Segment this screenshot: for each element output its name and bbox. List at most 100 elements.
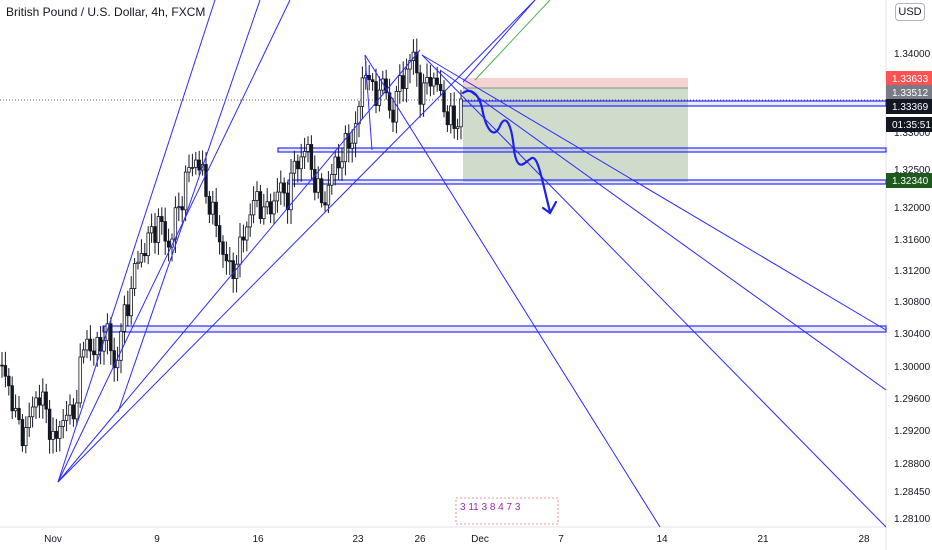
candle: [302, 137, 307, 169]
candle-body: [452, 105, 456, 129]
candle: [228, 247, 232, 275]
forecast-arrow: [461, 89, 552, 214]
candle-body: [367, 74, 371, 81]
candle-body: [248, 214, 252, 228]
candle: [146, 226, 150, 265]
candle-body: [265, 201, 269, 208]
trend-line-11: [474, 0, 551, 81]
candle-body: [275, 191, 280, 202]
candle: [44, 383, 48, 424]
candle-body: [58, 426, 62, 439]
candle-body: [245, 226, 249, 241]
candle-body: [30, 406, 35, 418]
x-tick-label: 23: [352, 534, 364, 545]
candle: [394, 85, 399, 134]
candle: [7, 368, 11, 396]
event-markers: 3 11 3 8 4 7 3: [460, 502, 521, 513]
trend-line-9: [439, 69, 887, 391]
candle: [34, 391, 38, 419]
candle-body: [316, 178, 320, 193]
candle: [241, 224, 246, 253]
candle: [13, 394, 18, 418]
candle-body: [442, 90, 446, 113]
candle-body: [323, 202, 327, 206]
candle-body: [357, 106, 361, 125]
candle-body: [251, 200, 256, 216]
y-tick-label: 1.28450: [894, 487, 931, 498]
candle: [54, 418, 59, 453]
candle-body: [68, 404, 72, 416]
candle: [370, 73, 375, 91]
candle: [183, 165, 188, 222]
horizontal-zone-1: [461, 100, 887, 107]
candle: [255, 181, 259, 208]
candle-body: [34, 397, 38, 408]
candle-body: [51, 430, 55, 440]
candle: [234, 255, 239, 293]
candle: [17, 395, 21, 425]
price-tag-bg: [886, 85, 932, 100]
candle: [156, 208, 161, 255]
candle: [326, 171, 331, 213]
candle: [132, 258, 137, 297]
candle: [217, 215, 222, 255]
candle: [418, 64, 422, 118]
candle-body: [384, 78, 388, 94]
stop-loss-zone: [463, 78, 688, 88]
candle: [126, 290, 130, 327]
candle-body: [115, 359, 120, 369]
candle-body: [7, 375, 11, 387]
candle: [452, 92, 456, 139]
candle-body: [156, 216, 161, 243]
candle-body: [258, 191, 263, 220]
candle-body: [166, 240, 171, 248]
candle-body: [37, 397, 42, 406]
candle-body: [160, 216, 164, 222]
candle: [187, 154, 191, 183]
candle-body: [282, 182, 286, 194]
trend-line-5: [117, 0, 261, 413]
candle: [343, 125, 348, 176]
candle-body: [143, 253, 147, 257]
x-tick-label: 14: [656, 534, 668, 545]
price-tag: 1.33633: [886, 71, 932, 86]
currency-button[interactable]: USD: [895, 3, 925, 21]
candle-body: [71, 404, 76, 420]
candle: [296, 154, 300, 183]
candle: [245, 221, 249, 252]
candle: [88, 325, 93, 361]
candle: [37, 384, 42, 418]
candle-body: [438, 84, 443, 91]
candle-body: [109, 323, 113, 352]
y-tick-label: 1.32000: [894, 203, 931, 214]
candle-body: [207, 196, 212, 215]
candle: [374, 68, 378, 114]
candle: [309, 135, 314, 179]
candle: [224, 241, 229, 275]
x-tick-label: 21: [757, 534, 769, 545]
candle-body: [401, 75, 405, 89]
trend-line-2: [57, 0, 291, 483]
price-tag-label: 1.33512: [892, 88, 929, 99]
price-tag-bg: [886, 71, 932, 86]
candle: [306, 136, 310, 163]
candle: [98, 326, 103, 365]
candle-body: [279, 182, 283, 193]
candle: [214, 188, 218, 238]
candle-body: [374, 81, 378, 106]
candle-body: [299, 156, 303, 170]
candle-body: [44, 391, 48, 410]
candle-body: [309, 144, 314, 170]
candle-body: [139, 253, 144, 263]
candle: [445, 105, 450, 132]
y-tick-label: 1.29600: [894, 394, 931, 405]
candle-body: [211, 201, 215, 215]
candle: [92, 338, 96, 366]
y-tick-label: 1.31200: [894, 266, 931, 277]
candle-body: [234, 263, 239, 280]
candle: [119, 323, 123, 374]
trend-line-12: [364, 54, 373, 151]
candle-body: [54, 430, 59, 439]
